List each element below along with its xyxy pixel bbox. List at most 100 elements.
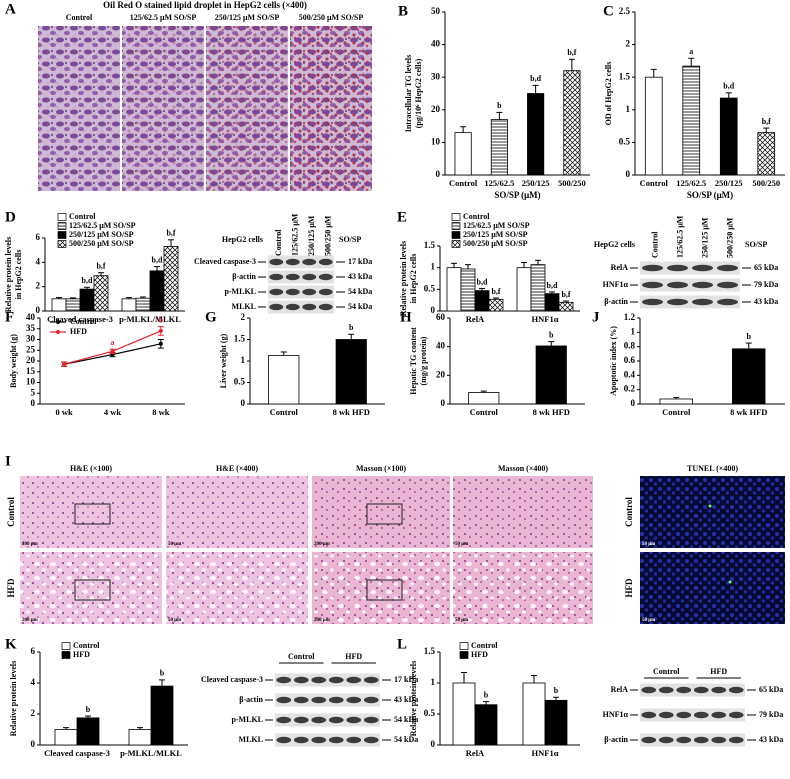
y-tick-label: 40 (436, 341, 446, 351)
steatosis-overlay (312, 552, 450, 624)
y-tick-label: 1 (631, 326, 636, 336)
column-header: Masson (×400) (498, 464, 548, 473)
significance-label: b (549, 330, 554, 339)
y-tick-label: 0.5 (424, 283, 436, 293)
y-tick-label: 0 (241, 398, 246, 408)
panel-letter: E (397, 209, 407, 225)
x-tick-label: Control (270, 407, 299, 417)
bar (65, 298, 81, 312)
y-tick-label: 60 (436, 312, 446, 322)
treatment-label: SO/SP (339, 235, 361, 244)
blot-strip (268, 255, 334, 269)
legend-label: 250/125 μM SO/SP (69, 230, 134, 239)
blot-band (717, 298, 738, 306)
y-tick-label: 1.5 (424, 646, 436, 656)
y-tick-label: 0.2 (624, 384, 636, 394)
size-label: 65 kDa (754, 263, 778, 272)
legend-label: HFD (471, 650, 488, 659)
y-tick-label: 40 (26, 312, 36, 322)
y-axis-label: in HepG2 cells (14, 250, 23, 300)
x-tick-label: Control (470, 407, 499, 417)
steatosis-overlay (453, 552, 593, 624)
scale-bar-label: 200 μm (314, 618, 331, 623)
significance-label: a (689, 47, 693, 56)
group-label: HFD (710, 667, 727, 676)
size-label: 54 kDa (348, 302, 372, 311)
significance-label: b,d (477, 277, 488, 286)
column-header: H&E (×100) (70, 464, 112, 473)
x-tick-label: 0 wk (56, 407, 74, 417)
micrograph (640, 552, 785, 624)
lipid-overlay (206, 26, 288, 191)
x-tick-label: Cleaved caspase-3 (47, 314, 113, 324)
x-tick-label: RelA (466, 748, 485, 758)
y-tick-label: 1 (626, 104, 631, 114)
row-label: HFD (6, 578, 16, 597)
y-tick-label: 0.4 (624, 369, 636, 379)
x-tick-label: Control (640, 178, 669, 188)
blot-strip (268, 270, 334, 284)
bar (149, 270, 165, 312)
protein-label: p-MLKL (231, 715, 263, 724)
bar (121, 298, 137, 312)
y-axis-label: (pg/10⁶ HepG2 cells) (414, 58, 423, 128)
y-tick-label: 0.5 (424, 708, 436, 718)
protein-label: HNF1α (603, 280, 629, 289)
panel-letter: I (5, 453, 11, 469)
blot-band (667, 298, 688, 306)
panel-letter: A (5, 1, 16, 17)
size-label: 17 kDa (348, 257, 372, 266)
blot-band (346, 716, 362, 724)
bar (452, 682, 476, 746)
x-tick-label: Control (662, 407, 691, 417)
bar (563, 70, 581, 176)
blot-band (269, 303, 284, 311)
y-tick-label: 30 (26, 334, 36, 344)
significance-label: b,f (567, 48, 576, 57)
y-tick-label: 0 (441, 398, 446, 408)
micrograph (640, 476, 785, 548)
micrograph (453, 476, 593, 548)
lane-label: Control (274, 229, 283, 256)
lane-label: 500/250 μM (324, 215, 333, 256)
protein-label: p-MLKL (224, 287, 256, 296)
blot-band (311, 696, 327, 704)
size-label: 54 kDa (348, 287, 372, 296)
y-axis-label: Relative protein levels (409, 661, 418, 736)
size-label: 17 kDa (394, 675, 418, 684)
significance-label: b,f (762, 117, 771, 126)
blot-band (318, 288, 333, 296)
cell-label: HepG2 cells (222, 235, 263, 244)
blot-band (269, 258, 284, 266)
bar (530, 264, 546, 312)
blot-band (667, 264, 688, 272)
blot-strip (640, 733, 745, 747)
blot-band (276, 696, 292, 704)
blot-band (676, 711, 692, 719)
blot-band (667, 281, 688, 289)
bar (93, 275, 109, 312)
y-axis-label: Body weight (g) (9, 334, 18, 388)
bar (474, 704, 498, 746)
legend-marker (56, 330, 60, 334)
treatment-label: SO/SP (745, 240, 767, 249)
significance-label: b,f (166, 229, 175, 238)
panel-letter: D (5, 209, 16, 225)
panel-letter: F (5, 309, 14, 325)
bar (150, 685, 174, 746)
significance-label: b (160, 669, 165, 678)
legend-label: HFD (70, 327, 87, 336)
bar (454, 132, 472, 176)
protein-label: Cleaved caspase-3 (194, 257, 256, 266)
x-tick-label: 250/125 (715, 178, 743, 188)
bar (682, 65, 701, 176)
y-tick-label: 0.8 (624, 341, 636, 351)
legend-swatch (57, 231, 67, 239)
significance-label: b,d (530, 74, 541, 83)
bar (446, 267, 462, 312)
blot-band (318, 258, 333, 266)
panel-letter: C (603, 3, 614, 19)
x-tick-label: 8 wk HFD (333, 407, 370, 417)
significance-label: b (159, 315, 164, 324)
